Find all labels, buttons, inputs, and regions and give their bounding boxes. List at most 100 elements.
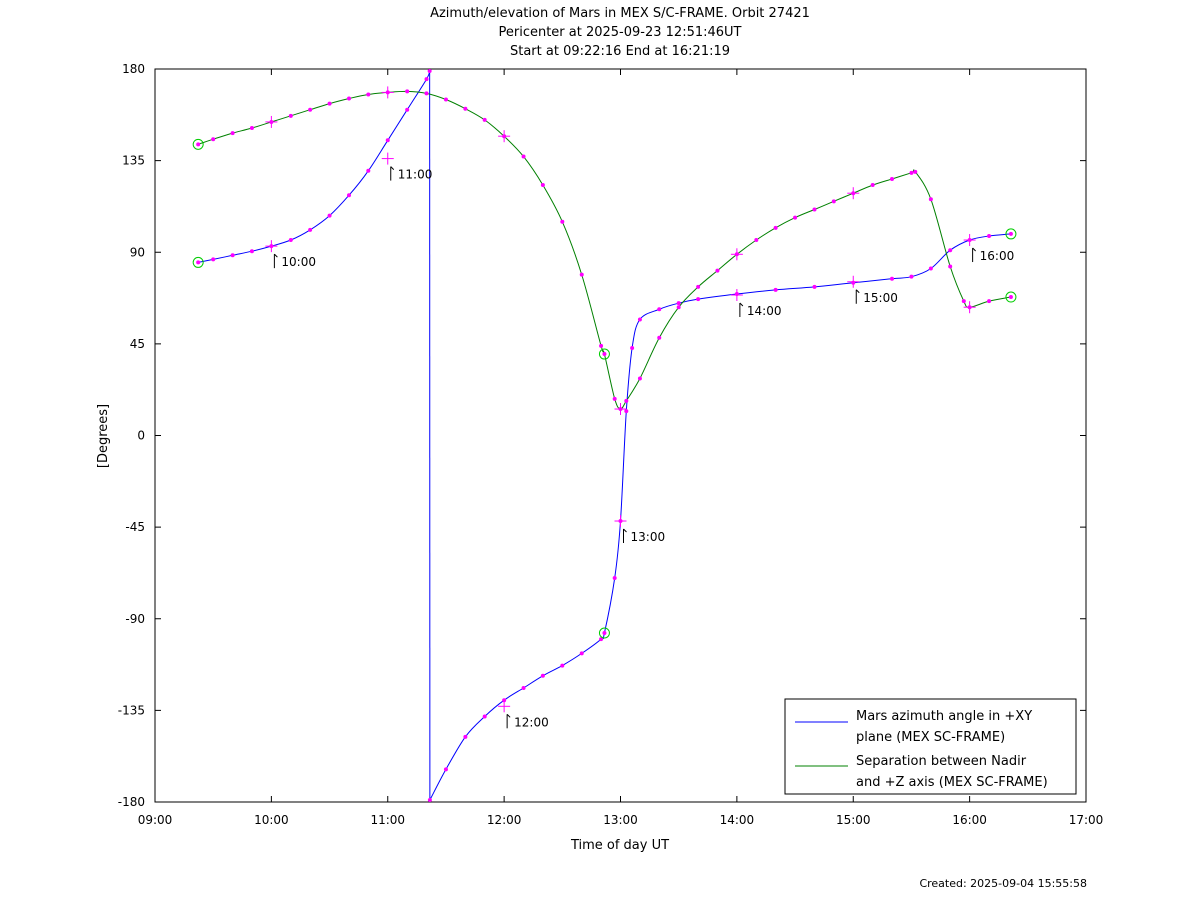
- data-point: [327, 213, 332, 218]
- data-point: [928, 266, 933, 271]
- legend-box: [784, 698, 1077, 795]
- data-point: [812, 207, 817, 212]
- data-point: [288, 238, 293, 243]
- data-point: [928, 197, 933, 202]
- data-point: [909, 274, 914, 279]
- data-point: [502, 698, 507, 703]
- x-tick-label: 17:00: [1069, 813, 1104, 827]
- data-point: [612, 396, 617, 401]
- data-point: [831, 199, 836, 204]
- title-line-3: Start at 09:22:16 End at 16:21:19: [510, 44, 730, 59]
- data-point: [366, 92, 371, 97]
- data-point: [637, 376, 642, 381]
- hour-label: 15:00: [863, 291, 898, 305]
- data-point: [624, 398, 629, 403]
- data-point: [463, 734, 468, 739]
- data-point: [599, 637, 604, 642]
- series-line-separation: [198, 90, 1011, 410]
- series-line-azimuth: [198, 70, 431, 263]
- hour-pointer: [274, 253, 278, 258]
- title-line-1: Azimuth/elevation of Mars in MEX S/C-FRA…: [430, 6, 810, 21]
- data-point: [288, 113, 293, 118]
- data-point: [211, 137, 216, 142]
- hour-label: 14:00: [747, 304, 782, 318]
- data-point: [773, 287, 778, 292]
- data-point: [521, 154, 526, 159]
- y-tick-label: 90: [130, 245, 145, 259]
- x-tick-label: 12:00: [487, 813, 522, 827]
- data-point: [637, 317, 642, 322]
- data-point: [385, 138, 390, 143]
- hour-pointer: [972, 247, 976, 252]
- data-point: [196, 260, 201, 265]
- data-point: [579, 651, 584, 656]
- hour-pointer: [855, 289, 860, 294]
- hour-label: 10:00: [281, 255, 316, 269]
- marker-start: [192, 256, 204, 268]
- x-tick-label: 09:00: [138, 813, 173, 827]
- data-point: [602, 352, 607, 357]
- data-point: [427, 797, 432, 802]
- x-axis: 09:00 10:00 11:00 12:00 13:00 14:00 15:00 16:00…: [138, 69, 1104, 827]
- data-point: [540, 183, 545, 188]
- hour-pointer: [739, 302, 744, 307]
- data-point: [870, 183, 875, 188]
- hour-label: 13:00: [631, 530, 666, 544]
- data-point: [715, 268, 720, 273]
- y-tick-label: -45: [125, 520, 145, 534]
- y-tick-label: 135: [122, 154, 145, 168]
- data-point: [560, 219, 565, 224]
- legend-label-azimuth-line-2: plane (MEX SC-FRAME): [856, 730, 1005, 745]
- marker-pericenter: [598, 627, 610, 639]
- data-point: [657, 335, 662, 340]
- plot-area: [154, 68, 1087, 803]
- data-point: [948, 264, 953, 269]
- y-axis-label: [Degrees]: [96, 404, 111, 468]
- data-point: [560, 663, 565, 668]
- x-tick-label: 11:00: [370, 813, 405, 827]
- data-point: [987, 299, 992, 304]
- data-point: [424, 77, 429, 82]
- y-tick-label: -90: [125, 612, 145, 626]
- marker-pericenter: [598, 348, 610, 360]
- created-timestamp: Created: 2025-09-04 15:55:58: [919, 877, 1087, 890]
- data-point: [890, 276, 895, 281]
- legend-label-azimuth-line-1: Mars azimuth angle in +XY: [856, 709, 1032, 724]
- data-point: [521, 685, 526, 690]
- data-point: [913, 169, 918, 174]
- data-point: [443, 97, 448, 102]
- data-point: [793, 215, 798, 220]
- y-axis: 180 135 90 45 0 -45 -90 -135 -180: [118, 62, 1086, 809]
- data-point: [630, 345, 635, 350]
- data-point: [890, 176, 895, 181]
- data-point: [366, 168, 371, 173]
- hour-label: 12:00: [514, 715, 549, 729]
- data-point: [579, 272, 584, 277]
- y-tick-label: 180: [122, 62, 145, 76]
- data-point: [602, 631, 607, 636]
- x-tick-label: 10:00: [254, 813, 289, 827]
- data-point: [405, 89, 410, 94]
- data-point: [308, 227, 313, 232]
- data-point: [424, 91, 429, 96]
- x-tick-label: 13:00: [603, 813, 638, 827]
- data-point: [346, 96, 351, 101]
- data-point: [482, 117, 487, 122]
- data-point: [482, 714, 487, 719]
- data-point: [773, 225, 778, 230]
- data-point: [308, 107, 313, 112]
- hour-pointer: [623, 528, 627, 533]
- data-point: [676, 305, 681, 310]
- data-point: [405, 107, 410, 112]
- data-point: [696, 297, 701, 302]
- data-point: [196, 142, 201, 147]
- series-layer: [198, 70, 1011, 801]
- marker-layer: 10:00 11:00 12:00 13:00 14:00 15:00 16:00: [192, 69, 1017, 802]
- y-tick-label: -180: [118, 795, 145, 809]
- hour-label: 11:00: [398, 168, 433, 182]
- x-tick-label: 16:00: [952, 813, 987, 827]
- y-tick-label: 45: [130, 337, 145, 351]
- marker-end: [1005, 228, 1017, 240]
- data-point: [230, 253, 235, 258]
- data-point: [249, 126, 254, 131]
